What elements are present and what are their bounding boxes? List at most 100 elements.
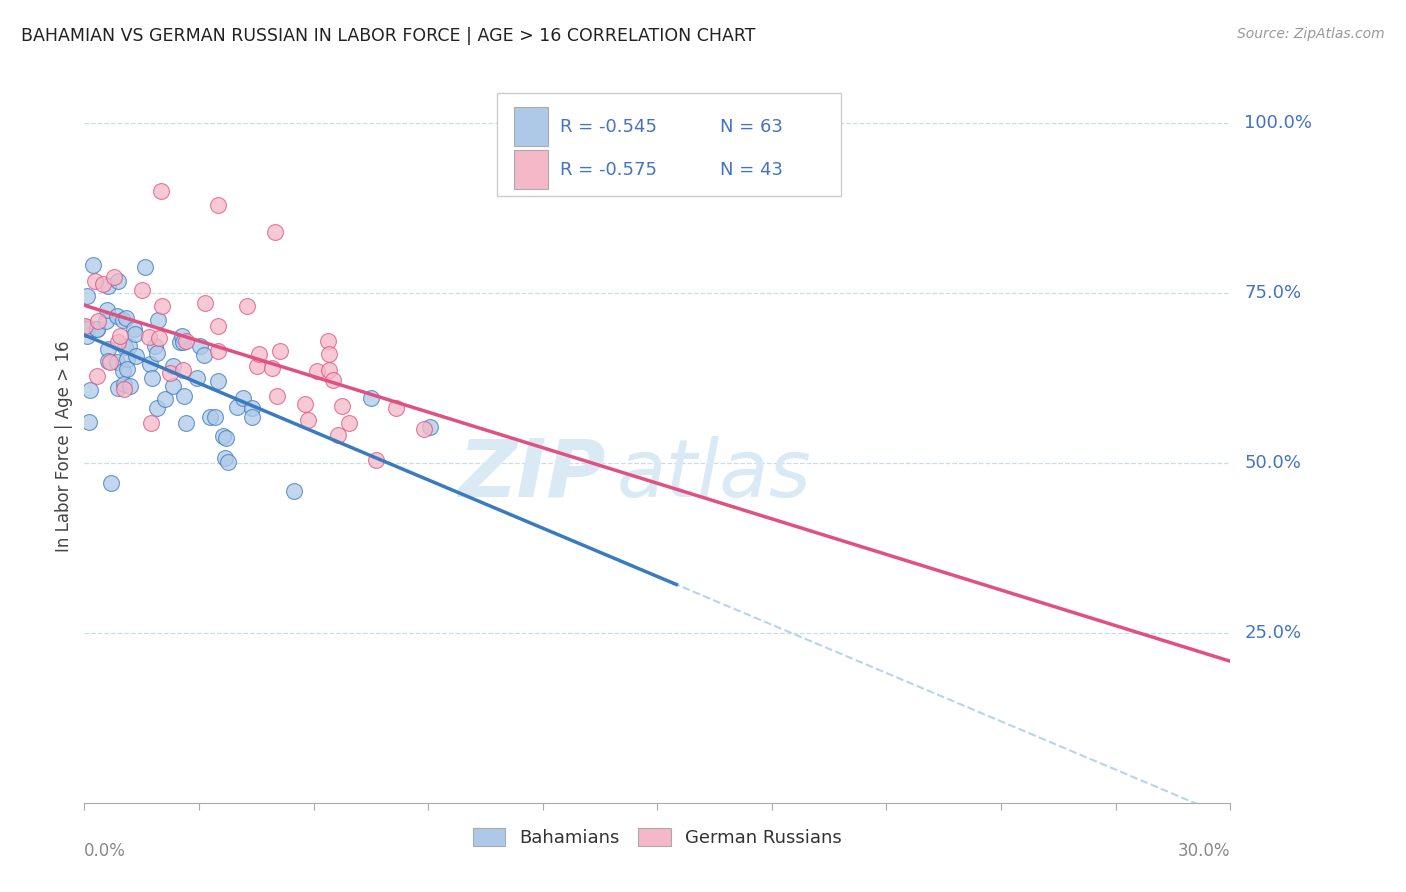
Text: 30.0%: 30.0% — [1178, 842, 1230, 860]
Point — [316, 334, 339, 348]
Point — [318, 347, 340, 361]
Point — [337, 416, 360, 430]
Text: R = -0.545: R = -0.545 — [560, 118, 657, 136]
Point — [96, 354, 118, 368]
Point — [194, 296, 217, 310]
Point — [232, 391, 254, 405]
Point — [131, 284, 153, 298]
Point — [138, 330, 160, 344]
Point — [91, 277, 114, 291]
Text: ZIP: ZIP — [458, 435, 606, 514]
Point — [125, 349, 148, 363]
Point — [98, 355, 121, 369]
Point — [87, 314, 110, 328]
Text: 0.0%: 0.0% — [84, 842, 127, 860]
Point — [330, 399, 353, 413]
Point — [103, 269, 125, 284]
Point — [122, 322, 145, 336]
Text: R = -0.575: R = -0.575 — [560, 161, 657, 178]
Point — [139, 416, 162, 430]
Text: BAHAMIAN VS GERMAN RUSSIAN IN LABOR FORCE | AGE > 16 CORRELATION CHART: BAHAMIAN VS GERMAN RUSSIAN IN LABOR FORC… — [21, 27, 755, 45]
Point — [159, 367, 181, 381]
Point — [76, 322, 98, 336]
Point — [105, 355, 128, 369]
Point — [174, 416, 197, 430]
Point — [94, 313, 117, 327]
Point — [207, 198, 229, 212]
Point — [173, 389, 195, 403]
Point — [82, 258, 104, 272]
Point — [148, 331, 170, 345]
Point — [162, 359, 184, 373]
Text: atlas: atlas — [617, 435, 811, 514]
Point — [115, 351, 138, 366]
Point — [107, 334, 129, 349]
Point — [297, 412, 319, 426]
Point — [76, 320, 98, 334]
Point — [172, 329, 194, 343]
Point — [247, 347, 270, 361]
Point — [96, 343, 118, 357]
Point — [193, 349, 215, 363]
Point — [217, 455, 239, 469]
Point — [269, 344, 291, 359]
Point — [97, 279, 120, 293]
Point — [114, 340, 136, 354]
Point — [419, 420, 441, 434]
Point — [236, 299, 259, 313]
Point — [96, 302, 118, 317]
Point — [413, 422, 436, 436]
Text: N = 63: N = 63 — [720, 118, 783, 136]
Point — [112, 313, 135, 327]
Point — [112, 376, 135, 391]
Point — [264, 225, 287, 239]
Point — [105, 309, 128, 323]
Text: 75.0%: 75.0% — [1244, 284, 1302, 302]
Text: Source: ZipAtlas.com: Source: ZipAtlas.com — [1237, 27, 1385, 41]
Point — [204, 410, 226, 425]
Point — [153, 392, 176, 406]
Point — [143, 339, 166, 353]
Point — [172, 363, 194, 377]
Point — [86, 322, 108, 336]
Point — [169, 335, 191, 350]
Point — [283, 483, 305, 498]
Point — [146, 312, 169, 326]
Point — [86, 369, 108, 384]
Text: 25.0%: 25.0% — [1244, 624, 1302, 642]
Point — [118, 339, 141, 353]
Point — [141, 370, 163, 384]
Point — [76, 288, 98, 302]
Point — [225, 401, 247, 415]
Text: 100.0%: 100.0% — [1244, 114, 1312, 132]
Legend: Bahamians, German Russians: Bahamians, German Russians — [465, 821, 849, 855]
Point — [110, 328, 132, 343]
Y-axis label: In Labor Force | Age > 16: In Labor Force | Age > 16 — [55, 340, 73, 552]
Point — [322, 372, 344, 386]
Point — [207, 374, 229, 388]
Point — [198, 410, 221, 425]
Point — [305, 364, 328, 378]
Point — [240, 401, 263, 416]
Point — [149, 184, 172, 198]
Point — [326, 428, 349, 442]
Point — [100, 475, 122, 490]
Point — [118, 378, 141, 392]
Point — [134, 260, 156, 274]
Point — [262, 360, 284, 375]
Point — [112, 383, 135, 397]
Point — [150, 299, 173, 313]
Point — [115, 310, 138, 325]
Bar — [496, 93, 841, 196]
Point — [111, 364, 134, 378]
Text: N = 43: N = 43 — [720, 161, 783, 178]
Point — [360, 391, 382, 405]
Point — [174, 334, 197, 348]
Point — [162, 379, 184, 393]
Point — [186, 370, 208, 384]
Point — [124, 326, 146, 341]
Point — [246, 359, 269, 373]
Point — [86, 322, 108, 336]
Point — [77, 415, 100, 429]
Point — [146, 346, 169, 360]
